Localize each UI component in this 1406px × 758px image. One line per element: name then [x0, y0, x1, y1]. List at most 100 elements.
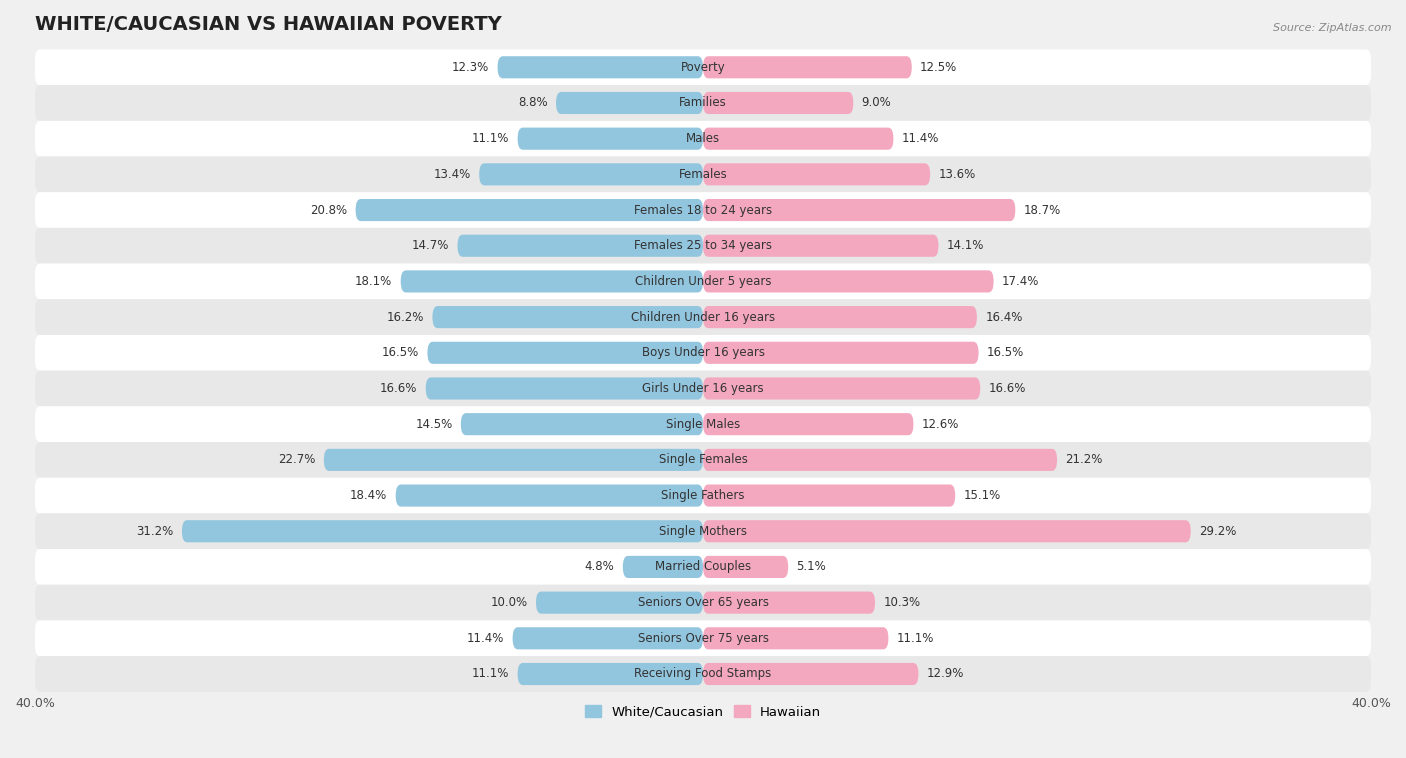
- FancyBboxPatch shape: [35, 193, 1371, 228]
- FancyBboxPatch shape: [703, 92, 853, 114]
- FancyBboxPatch shape: [181, 520, 703, 542]
- Text: 9.0%: 9.0%: [862, 96, 891, 109]
- Text: 5.1%: 5.1%: [797, 560, 827, 574]
- Text: 10.0%: 10.0%: [491, 596, 527, 609]
- FancyBboxPatch shape: [536, 591, 703, 614]
- Text: 12.6%: 12.6%: [922, 418, 959, 431]
- FancyBboxPatch shape: [35, 299, 1371, 335]
- FancyBboxPatch shape: [35, 621, 1371, 656]
- FancyBboxPatch shape: [703, 271, 994, 293]
- FancyBboxPatch shape: [703, 449, 1057, 471]
- FancyBboxPatch shape: [703, 342, 979, 364]
- FancyBboxPatch shape: [395, 484, 703, 506]
- FancyBboxPatch shape: [703, 413, 914, 435]
- FancyBboxPatch shape: [623, 556, 703, 578]
- FancyBboxPatch shape: [35, 656, 1371, 692]
- Text: Children Under 16 years: Children Under 16 years: [631, 311, 775, 324]
- Text: 22.7%: 22.7%: [278, 453, 315, 466]
- FancyBboxPatch shape: [35, 49, 1371, 85]
- FancyBboxPatch shape: [35, 121, 1371, 156]
- Text: Families: Families: [679, 96, 727, 109]
- FancyBboxPatch shape: [457, 235, 703, 257]
- Text: 18.4%: 18.4%: [350, 489, 387, 502]
- Text: Boys Under 16 years: Boys Under 16 years: [641, 346, 765, 359]
- FancyBboxPatch shape: [35, 442, 1371, 478]
- Text: Females 18 to 24 years: Females 18 to 24 years: [634, 204, 772, 217]
- FancyBboxPatch shape: [35, 371, 1371, 406]
- FancyBboxPatch shape: [703, 520, 1191, 542]
- FancyBboxPatch shape: [703, 627, 889, 650]
- Text: 11.1%: 11.1%: [472, 132, 509, 146]
- FancyBboxPatch shape: [35, 406, 1371, 442]
- FancyBboxPatch shape: [356, 199, 703, 221]
- Text: Seniors Over 75 years: Seniors Over 75 years: [637, 632, 769, 645]
- FancyBboxPatch shape: [703, 127, 893, 150]
- Text: 14.1%: 14.1%: [946, 240, 984, 252]
- Text: 14.5%: 14.5%: [415, 418, 453, 431]
- Text: 15.1%: 15.1%: [963, 489, 1001, 502]
- Text: 18.1%: 18.1%: [356, 275, 392, 288]
- Text: Receiving Food Stamps: Receiving Food Stamps: [634, 668, 772, 681]
- Text: Females: Females: [679, 168, 727, 181]
- Text: WHITE/CAUCASIAN VS HAWAIIAN POVERTY: WHITE/CAUCASIAN VS HAWAIIAN POVERTY: [35, 15, 502, 34]
- Text: 20.8%: 20.8%: [311, 204, 347, 217]
- FancyBboxPatch shape: [433, 306, 703, 328]
- Text: Single Fathers: Single Fathers: [661, 489, 745, 502]
- FancyBboxPatch shape: [498, 56, 703, 78]
- Text: Source: ZipAtlas.com: Source: ZipAtlas.com: [1274, 23, 1392, 33]
- Text: 21.2%: 21.2%: [1066, 453, 1102, 466]
- Text: 17.4%: 17.4%: [1002, 275, 1039, 288]
- Text: 13.4%: 13.4%: [433, 168, 471, 181]
- Text: 16.4%: 16.4%: [986, 311, 1022, 324]
- Text: 16.5%: 16.5%: [382, 346, 419, 359]
- Text: 12.3%: 12.3%: [451, 61, 489, 74]
- FancyBboxPatch shape: [703, 484, 955, 506]
- FancyBboxPatch shape: [35, 549, 1371, 584]
- Text: Single Mothers: Single Mothers: [659, 525, 747, 537]
- FancyBboxPatch shape: [35, 85, 1371, 121]
- Text: 11.1%: 11.1%: [472, 668, 509, 681]
- Text: Seniors Over 65 years: Seniors Over 65 years: [637, 596, 769, 609]
- FancyBboxPatch shape: [426, 377, 703, 399]
- Text: 16.2%: 16.2%: [387, 311, 425, 324]
- Text: 31.2%: 31.2%: [136, 525, 173, 537]
- Text: Single Females: Single Females: [658, 453, 748, 466]
- FancyBboxPatch shape: [703, 56, 911, 78]
- Text: 11.1%: 11.1%: [897, 632, 934, 645]
- FancyBboxPatch shape: [703, 235, 938, 257]
- Text: 16.6%: 16.6%: [380, 382, 418, 395]
- Text: 16.5%: 16.5%: [987, 346, 1024, 359]
- Text: Males: Males: [686, 132, 720, 146]
- FancyBboxPatch shape: [703, 377, 980, 399]
- FancyBboxPatch shape: [35, 264, 1371, 299]
- FancyBboxPatch shape: [703, 306, 977, 328]
- FancyBboxPatch shape: [703, 199, 1015, 221]
- Text: 16.6%: 16.6%: [988, 382, 1026, 395]
- Text: 10.3%: 10.3%: [883, 596, 921, 609]
- FancyBboxPatch shape: [323, 449, 703, 471]
- Text: 4.8%: 4.8%: [585, 560, 614, 574]
- Text: 29.2%: 29.2%: [1199, 525, 1236, 537]
- Text: 12.9%: 12.9%: [927, 668, 965, 681]
- Text: 12.5%: 12.5%: [920, 61, 957, 74]
- Text: 11.4%: 11.4%: [467, 632, 505, 645]
- FancyBboxPatch shape: [401, 271, 703, 293]
- Text: Poverty: Poverty: [681, 61, 725, 74]
- FancyBboxPatch shape: [479, 163, 703, 186]
- Text: 11.4%: 11.4%: [901, 132, 939, 146]
- FancyBboxPatch shape: [35, 228, 1371, 264]
- Text: 8.8%: 8.8%: [517, 96, 548, 109]
- FancyBboxPatch shape: [35, 478, 1371, 513]
- FancyBboxPatch shape: [703, 163, 931, 186]
- FancyBboxPatch shape: [517, 663, 703, 685]
- Text: 18.7%: 18.7%: [1024, 204, 1062, 217]
- Text: Girls Under 16 years: Girls Under 16 years: [643, 382, 763, 395]
- Text: Single Males: Single Males: [666, 418, 740, 431]
- Text: 13.6%: 13.6%: [938, 168, 976, 181]
- FancyBboxPatch shape: [703, 663, 918, 685]
- Legend: White/Caucasian, Hawaiian: White/Caucasian, Hawaiian: [579, 700, 827, 724]
- Text: Children Under 5 years: Children Under 5 years: [634, 275, 772, 288]
- FancyBboxPatch shape: [35, 513, 1371, 549]
- FancyBboxPatch shape: [427, 342, 703, 364]
- Text: 14.7%: 14.7%: [412, 240, 449, 252]
